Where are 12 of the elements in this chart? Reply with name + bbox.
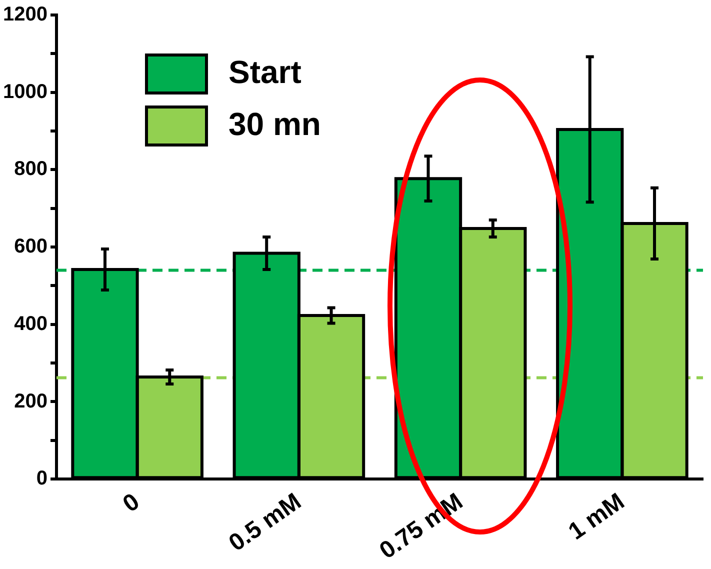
x-tick-label: 1 mM xyxy=(564,488,630,546)
legend-label: Start xyxy=(228,54,302,90)
y-tick-label: 400 xyxy=(14,312,48,335)
y-tick-label: 200 xyxy=(14,390,48,412)
y-tick-label: 0 xyxy=(36,468,48,490)
y-tick-label: 1200 xyxy=(2,4,48,26)
y-tick-label: 1000 xyxy=(2,80,48,103)
x-tick-label: 0.5 mM xyxy=(224,488,306,557)
y-tick-label: 800 xyxy=(14,158,48,180)
legend-label: 30 mn xyxy=(228,106,321,142)
y-tick-label: 600 xyxy=(14,236,48,258)
x-tick-label: 0 xyxy=(118,488,145,518)
